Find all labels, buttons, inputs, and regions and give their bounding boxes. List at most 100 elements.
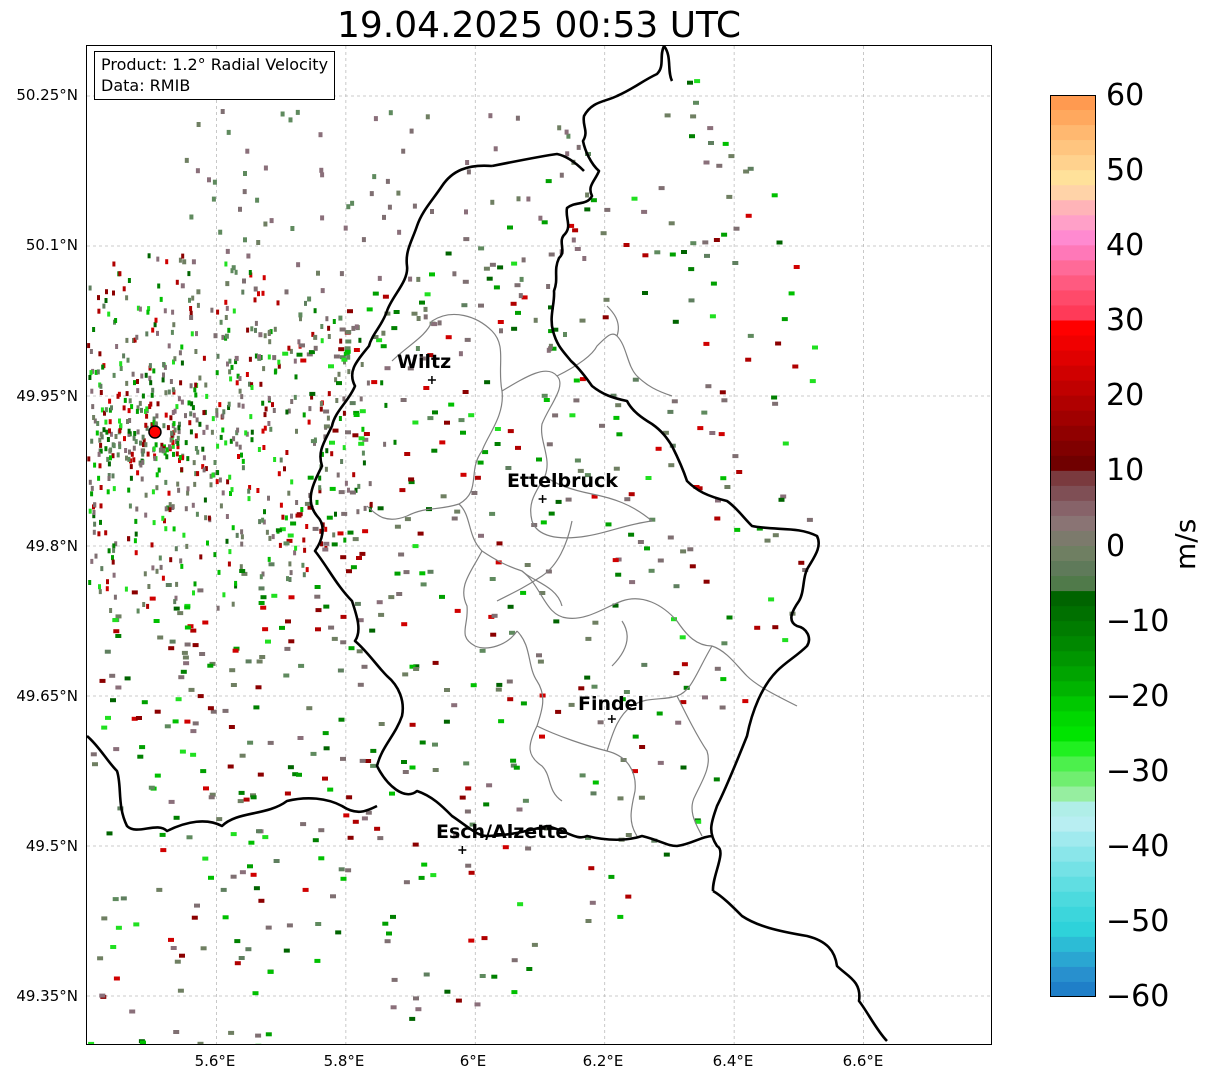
radar-pixel [151,387,155,393]
radar-pixel [418,875,425,880]
radar-pixel [782,638,789,643]
radar-pixel [118,444,122,450]
radar-pixel [323,409,330,414]
radar-pixel [768,597,775,602]
radar-pixel [225,305,229,311]
radar-pixel [320,172,325,178]
radar-pixel [451,516,458,521]
radar-pixel [641,662,648,667]
radar-pixel [585,919,592,923]
radar-pixel [204,466,208,472]
radar-pixel [250,872,257,877]
radar-pixel [775,341,782,346]
radar-pixel [204,515,208,521]
radar-pixel [180,283,185,289]
radar-pixel [325,316,329,322]
radar-pixel [340,756,346,761]
radar-pixel [623,690,630,694]
radar-pixel [144,442,148,448]
radar-pixel [224,315,228,320]
radar-pixel [225,248,230,254]
radar-pixel [344,480,348,486]
radar-pixel [514,283,521,288]
radar-pixel [237,454,240,459]
radar-pixel [463,237,470,242]
radar-pixel [284,289,289,295]
radar-pixel [340,459,344,464]
radar-pixel [493,146,498,152]
radar-pixel [132,457,136,463]
radar-pixel [211,196,216,202]
radar-pixel [608,874,615,879]
radar-pixel [510,763,517,768]
radar-pixel [271,402,274,408]
radar-pixel [254,353,258,359]
radar-pixel [130,451,134,457]
radar-pixel [243,237,247,243]
radar-pixel [156,256,160,262]
radar-pixel [179,558,183,564]
radar-pixel [154,773,161,778]
radar-pixel [111,473,115,479]
radar-pixel [384,939,391,944]
radar-pixel [658,186,665,191]
radar-pixel [141,451,145,457]
radar-pixel [122,353,126,359]
radar-pixel [327,325,331,331]
radar-pixel [382,214,386,220]
radar-pixel [429,272,435,277]
radar-pixel [356,649,363,654]
radar-pixel [310,751,317,756]
radar-pixel [227,764,234,769]
radar-pixel [197,1041,204,1044]
radar-pixel [213,333,218,339]
radar-pixel [642,291,648,295]
radar-pixel [272,408,276,413]
radar-pixel [167,343,171,349]
radar-pixel [240,394,244,400]
radar-pixel [617,914,624,919]
radar-pixel [350,565,357,570]
radar-pixel [215,370,219,376]
radar-pixel [180,669,187,674]
lon-tick-label: 6.4°E [712,1052,754,1070]
radar-pixel [546,442,553,447]
radar-pixel [232,648,239,653]
radar-pixel [257,291,260,297]
radar-pixel [369,191,374,197]
radar-pixel [238,376,242,381]
lat-tick-label: 50.25°N [16,86,78,104]
radar-pixel [129,475,133,481]
radar-pixel [322,547,329,552]
radar-pixel [415,1007,422,1012]
radar-pixel [297,736,304,740]
radar-pixel [165,259,169,265]
radar-pixel [304,300,307,306]
radar-pixel [163,364,167,370]
radar-pixel [165,583,172,587]
radar-pixel [359,551,366,556]
radar-pixel [111,559,115,565]
radar-pixel [88,375,92,380]
radar-pixel [536,653,542,658]
place-cross-marker [427,376,436,384]
radar-pixel [267,421,271,426]
radar-pixel [209,792,216,797]
radar-pixel [147,306,151,312]
radar-pixel [352,537,359,542]
radar-pixel [320,288,325,294]
radar-pixel [579,318,586,323]
radar-pixel [552,413,559,418]
radar-pixel [182,259,187,265]
radar-pixel [346,204,351,210]
radar-pixel [165,447,169,453]
radar-pixel [401,148,406,154]
radar-pixel [299,343,305,348]
radar-pixel [319,528,323,534]
radar-pixel [272,355,277,361]
radar-pixel [239,753,246,758]
radar-pixel [632,377,639,382]
lon-tick-label: 5.6°E [194,1052,236,1070]
radar-pixel [93,462,97,468]
radar-pixel [110,945,117,949]
